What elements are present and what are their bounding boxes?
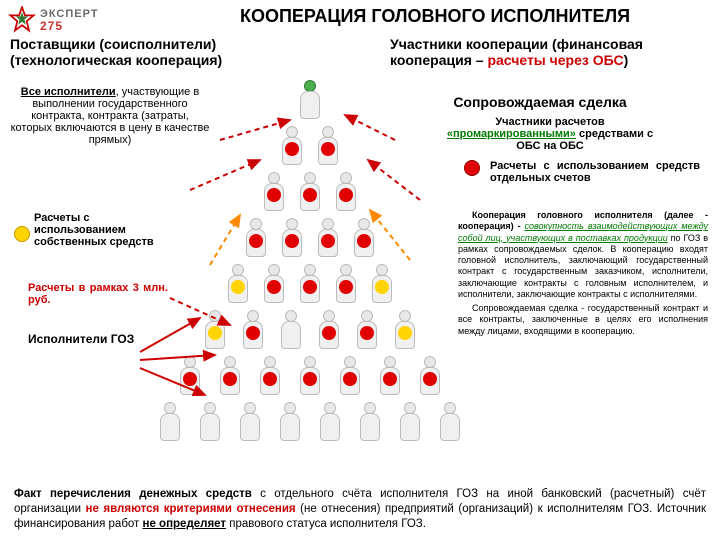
person-figure: [201, 310, 229, 354]
separate-accounts-text: Расчеты с использованием средств отдельн…: [490, 160, 700, 184]
marked-a: Участники расчетов: [495, 116, 604, 128]
subtitle-right: Участники кооперации (финансовая коопера…: [390, 36, 710, 68]
person-figure: [314, 218, 342, 262]
person-figure: [236, 402, 264, 446]
bottom-e: не определяет: [143, 518, 227, 530]
person-figure: [256, 356, 284, 400]
person-figure: [332, 264, 360, 308]
person-figure: [260, 172, 288, 216]
person-figure: [156, 402, 184, 446]
pyramid-diagram: [150, 80, 470, 450]
bottom-text: Факт перечисления денежных средств с отд…: [14, 487, 706, 532]
sub-right-c: ): [624, 52, 629, 68]
person-figure: [316, 402, 344, 446]
subtitle-left: Поставщики (соисполнители) (технологичес…: [10, 36, 310, 68]
person-figure: [436, 402, 464, 446]
person-figure: [396, 402, 424, 446]
sub-right-b: расчеты через ОБС: [487, 52, 623, 68]
person-figure: [332, 172, 360, 216]
person-figure: [296, 264, 324, 308]
person-figure: [296, 80, 324, 124]
person-figure: [315, 310, 343, 354]
person-figure: [416, 356, 444, 400]
marked-text: Участники расчетов «промаркированными» с…: [440, 116, 660, 152]
person-figure: [216, 356, 244, 400]
person-figure: [239, 310, 267, 354]
main-title: КООПЕРАЦИЯ ГОЛОВНОГО ИСПОЛНИТЕЛЯ: [160, 6, 710, 27]
logo-text: ЭКСПЕРТ: [40, 9, 99, 20]
bottom-a: Факт перечисления денежных средств: [14, 488, 252, 500]
logo: ЭКСПЕРТ 275: [8, 6, 99, 34]
person-figure: [350, 218, 378, 262]
person-figure: [353, 310, 381, 354]
exec-goz-label: Исполнители ГОЗ: [28, 332, 148, 346]
definition-text: Кооперация головного исполнителя (далее …: [458, 210, 708, 337]
person-figure: [176, 356, 204, 400]
person-figure: [196, 402, 224, 446]
person-figure: [368, 264, 396, 308]
yellow-dot-legend-icon: [14, 226, 30, 242]
person-figure: [278, 126, 306, 170]
own-funds-text: Расчеты с использованием собственных сре…: [34, 212, 164, 248]
bottom-f: правового статуса исполнителя ГОЗ.: [226, 518, 426, 530]
person-figure: [224, 264, 252, 308]
person-figure: [296, 356, 324, 400]
person-figure: [314, 126, 342, 170]
person-figure: [276, 402, 304, 446]
star-icon: [8, 6, 36, 34]
logo-number: 275: [40, 20, 99, 32]
person-figure: [336, 356, 364, 400]
person-figure: [260, 264, 288, 308]
person-figure: [296, 172, 324, 216]
all-exec-a: Все исполнители: [21, 86, 116, 98]
person-figure: [376, 356, 404, 400]
person-figure: [391, 310, 419, 354]
bottom-c: не являются критериями отнесения: [86, 503, 296, 515]
def-d: Сопровождаемая сделка - государственный …: [458, 303, 708, 336]
person-figure: [242, 218, 270, 262]
three-mln-text: Расчеты в рамках 3 млн. руб.: [28, 282, 168, 306]
person-figure: [277, 310, 305, 354]
person-figure: [278, 218, 306, 262]
person-figure: [356, 402, 384, 446]
